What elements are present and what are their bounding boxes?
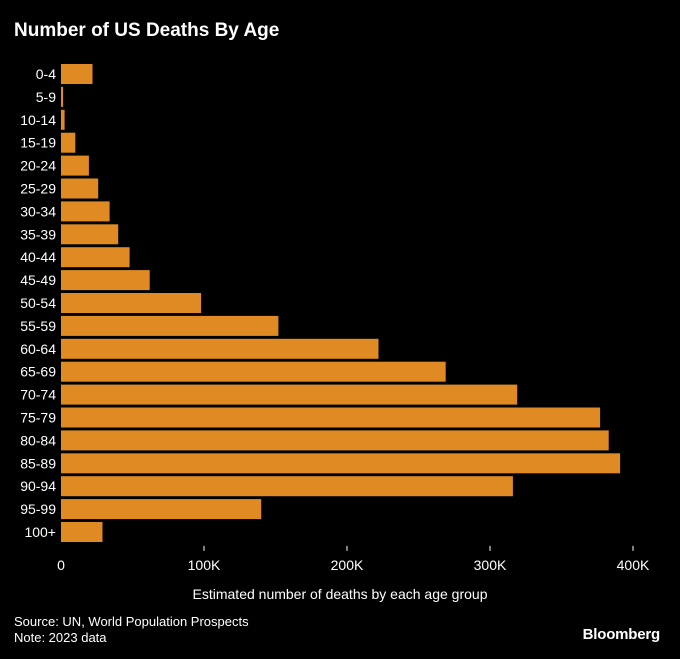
footer: Source: UN, World Population Prospects N… — [14, 614, 249, 646]
category-label-100+: 100+ — [24, 524, 56, 540]
category-label-80-84: 80-84 — [20, 432, 56, 448]
x-tick-label: 100K — [188, 557, 221, 573]
category-label-10-14: 10-14 — [20, 112, 56, 128]
category-label-70-74: 70-74 — [20, 387, 56, 403]
category-label-60-64: 60-64 — [20, 341, 56, 357]
category-label-35-39: 35-39 — [20, 226, 56, 242]
note-text: Note: 2023 data — [14, 630, 107, 645]
category-label-85-89: 85-89 — [20, 455, 56, 471]
category-label-90-94: 90-94 — [20, 478, 56, 494]
bar-55-59 — [61, 315, 279, 336]
bar-5-9 — [61, 86, 64, 107]
category-label-75-79: 75-79 — [20, 410, 56, 426]
bar-10-14 — [61, 109, 65, 130]
category-label-0-4: 0-4 — [36, 66, 56, 82]
category-label-25-29: 25-29 — [20, 181, 56, 197]
bar-65-69 — [61, 361, 446, 382]
category-label-20-24: 20-24 — [20, 158, 56, 174]
category-label-50-54: 50-54 — [20, 295, 56, 311]
x-axis-title: Estimated number of deaths by each age g… — [193, 586, 488, 602]
bars-group — [61, 64, 621, 542]
chart-title: Number of US Deaths By Age — [14, 20, 280, 41]
category-label-15-19: 15-19 — [20, 135, 56, 151]
bar-40-44 — [61, 247, 130, 268]
category-label-5-9: 5-9 — [36, 89, 56, 105]
source-text: Source: UN, World Population Prospects — [14, 614, 249, 629]
bar-95-99 — [61, 499, 262, 520]
bloomberg-logo: Bloomberg — [582, 626, 661, 643]
x-tick-label: 300K — [474, 557, 507, 573]
x-tick-labels-group: 0 100K 200K 300K 400K — [57, 545, 650, 573]
bar-70-74 — [61, 384, 518, 405]
bar-0-4 — [61, 64, 93, 84]
x-tick-label: 0 — [57, 557, 65, 573]
x-tick-label: 400K — [617, 557, 650, 573]
bar-50-54 — [61, 293, 202, 313]
bar-100+ — [61, 522, 103, 542]
bar-45-49 — [61, 270, 150, 291]
bar-75-79 — [61, 407, 601, 428]
category-label-65-69: 65-69 — [20, 364, 56, 380]
bar-90-94 — [61, 476, 513, 497]
category-label-40-44: 40-44 — [20, 249, 56, 265]
bar-30-34 — [61, 201, 110, 222]
bar-80-84 — [61, 430, 609, 451]
bar-25-29 — [61, 178, 99, 199]
bar-85-89 — [61, 453, 621, 474]
bar-60-64 — [61, 338, 379, 359]
category-label-30-34: 30-34 — [20, 203, 56, 219]
category-labels-group: 0-4 5-9 10-14 15-19 20-24 25-29 30-34 35-39 40-4… — [20, 66, 56, 540]
category-label-45-49: 45-49 — [20, 272, 56, 288]
bar-15-19 — [61, 132, 76, 153]
x-tick-label: 200K — [331, 557, 364, 573]
category-label-55-59: 55-59 — [20, 318, 56, 334]
category-label-95-99: 95-99 — [20, 501, 56, 517]
bar-20-24 — [61, 155, 89, 176]
bar-35-39 — [61, 224, 119, 245]
